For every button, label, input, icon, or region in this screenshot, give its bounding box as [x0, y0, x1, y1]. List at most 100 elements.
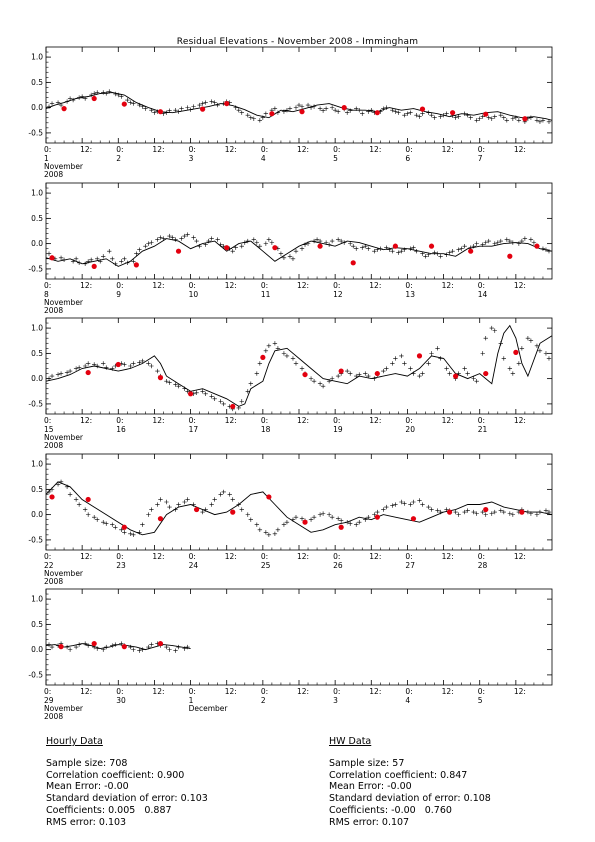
panel-3-ytick-label: 0.5: [31, 349, 43, 358]
panel-2-obs-point: [366, 246, 371, 251]
panel-2-xtick-label: 0:: [405, 281, 412, 290]
panel-1-obs-point: [426, 110, 431, 115]
panel-1-obs-point: [91, 91, 97, 96]
panel-1-obs-point: [308, 105, 314, 110]
panel-3-obs-point: [299, 366, 305, 371]
panel-1-obs-point: [384, 105, 389, 110]
panel-2-obs-point: [242, 240, 247, 245]
panel-4-obs-point: [263, 530, 269, 535]
panel-1-obs-point: [113, 91, 118, 97]
panel-5-obs-point: [113, 642, 118, 647]
hourly-std-error: Standard deviation of error: 0.103: [46, 793, 208, 805]
panel-3-xtick-label: 12:: [442, 416, 454, 425]
panel-2-obs-point: [326, 242, 332, 247]
panel-1-obs-point: [453, 115, 458, 120]
panel-4-hw-point: [374, 514, 380, 520]
panel-4-obs-point: [245, 512, 250, 517]
hw-rms-error: RMS error: 0.107: [329, 816, 410, 828]
panel-2-obs-point: [95, 256, 100, 261]
panel-4-obs-point: [375, 509, 380, 515]
panel-2-hw-point: [468, 248, 474, 254]
panel-2-hw-point: [91, 263, 97, 269]
panel-4-obs-point: [320, 511, 326, 516]
panel-4-obs-point: [137, 530, 142, 535]
panel-3-obs-point: [203, 391, 208, 396]
panel-5-ytick-label: 1.0: [31, 595, 43, 604]
panel-1-obs-point: [540, 118, 546, 123]
panel-3-hw-point: [483, 370, 489, 377]
panel-4-hw-point: [157, 516, 164, 522]
panel-4-obs-point: [384, 504, 389, 510]
panel-4-obs-point: [426, 504, 431, 510]
panel-4-day-label: 27: [405, 561, 415, 570]
panel-3-obs-point: [254, 371, 260, 376]
panel-5-obs-point: [146, 644, 151, 650]
panel-1-obs-point: [429, 113, 434, 118]
panel-3-obs-point: [354, 373, 359, 379]
panel-4-xtick-label: 12:: [80, 552, 92, 561]
panel-3-obs-point: [308, 376, 314, 381]
panel-3-obs-point: [67, 368, 73, 374]
panel-3-obs-point: [546, 356, 552, 361]
panel-3-obs-point: [146, 361, 151, 366]
panel-3-obs-point: [239, 399, 244, 404]
panel-2-obs-point: [203, 242, 208, 247]
panel-1-obs-point: [281, 109, 287, 114]
panel-2-obs-point: [185, 232, 190, 237]
panel-3-day-label: 17: [189, 425, 199, 434]
panel-1-obs-point: [486, 115, 491, 120]
panel-4-obs-point: [510, 512, 516, 517]
panel-2-obs-point: [113, 261, 118, 267]
panel-3-obs-point: [344, 368, 350, 374]
panel-2-obs-point: [360, 245, 365, 250]
panel-5-month2-label: December: [189, 704, 229, 713]
panel-3-hw-point: [187, 391, 194, 397]
panel-4-obs-point: [462, 509, 467, 515]
panel-5-obs-point: [176, 644, 181, 650]
panel-3-hw-point: [513, 349, 519, 355]
panel-3-obs-point: [417, 373, 422, 379]
panel-2-hw-point: [392, 243, 398, 249]
panel-4-obs-point: [95, 517, 100, 522]
panel-1-obs-point: [55, 100, 61, 105]
panel-1-obs-point: [58, 102, 64, 108]
panel-3-obs-point: [438, 356, 443, 361]
panel-2-obs-point: [354, 246, 359, 251]
panel-4-obs-point: [537, 509, 543, 515]
panel-2-xtick-label: 0:: [261, 281, 268, 290]
panel-4-obs-point: [122, 530, 127, 535]
panel-4-month-label: November: [44, 569, 84, 578]
panel-4-obs-point: [492, 509, 497, 515]
panel-2-obs-point: [58, 255, 64, 260]
panel-1-obs-point: [46, 104, 52, 109]
panel-1-month-label: November: [44, 162, 84, 171]
panel-3-obs-point: [55, 372, 61, 377]
panel-1-obs-point: [203, 100, 208, 105]
panel-3-obs-point: [73, 366, 79, 371]
panel-2-ytick-label: 0.0: [31, 239, 43, 248]
panel-4-obs-point: [546, 509, 552, 515]
panel-3-obs-point: [281, 351, 287, 356]
panel-1-hw-point: [483, 111, 489, 117]
panel-2-obs-point: [498, 238, 503, 244]
panel-3-obs-point: [411, 371, 416, 376]
panel-1-xtick-label: 0:: [116, 145, 123, 154]
panel-5-xtick-label: 0:: [333, 687, 340, 696]
panel-3-obs-point: [101, 361, 106, 366]
panel-1-obs-point: [79, 94, 85, 99]
panel-3-xtick-label: 0:: [405, 416, 412, 425]
panel-1-obs-point: [510, 116, 516, 121]
panel-2-obs-point: [510, 240, 516, 245]
panel-1-obs-point: [82, 96, 88, 101]
panel-2-day-label: 12: [333, 290, 343, 299]
panel-2-obs-point: [107, 249, 112, 254]
panel-3-obs-point: [140, 358, 145, 364]
panel-1-obs-point: [396, 110, 401, 115]
panel-2-xtick-label: 12:: [514, 281, 526, 290]
panel-4-obs-point: [290, 517, 296, 522]
panel-1-obs-point: [263, 111, 269, 116]
panel-3-day-label: 18: [261, 425, 271, 434]
panel-1-obs-point: [257, 118, 263, 123]
panel-3-obs-point: [185, 389, 190, 394]
panel-5-xtick-label: 0:: [44, 687, 51, 696]
